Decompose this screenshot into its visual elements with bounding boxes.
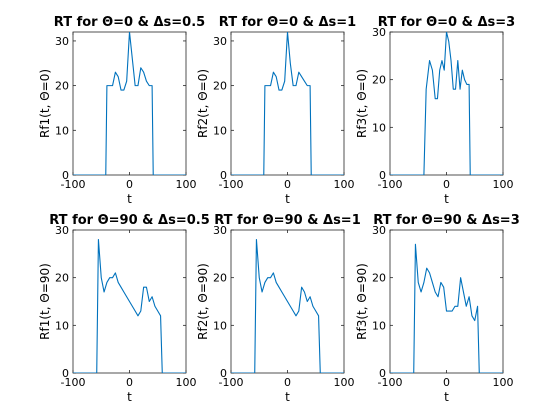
plot-area [72, 31, 187, 176]
y-tick-label: 0 [220, 367, 227, 380]
chart-title: RT for Θ=0 & Δs=0.5 [54, 15, 205, 30]
x-tick-label: 100 [176, 376, 197, 389]
y-tick-label: 20 [213, 272, 227, 285]
x-tick-label: 0 [126, 376, 133, 389]
series-line [73, 32, 186, 175]
x-tick-label: 0 [126, 178, 133, 191]
x-tick-label: -100 [378, 376, 403, 389]
x-axis-label: t [127, 192, 132, 206]
y-tick-label: 20 [372, 272, 386, 285]
x-axis-label: t [285, 390, 290, 404]
y-axis-label: Rf1(t, Θ=0) [38, 69, 52, 138]
y-tick-label: 0 [220, 169, 227, 182]
x-axis-label: t [444, 390, 449, 404]
plot-area [389, 31, 504, 176]
x-tick-label: 0 [443, 178, 450, 191]
series-line [390, 32, 503, 175]
y-tick-label: 10 [372, 121, 386, 134]
subplot-2: RT for Θ=0 & Δs=1-100 0 1000102030tRf2(t, … [196, 15, 356, 206]
series-line [73, 238, 186, 373]
x-tick-label: -100 [219, 178, 244, 191]
x-tick-label: 100 [493, 178, 514, 191]
chart-title: RT for Θ=0 & Δs=3 [378, 15, 515, 30]
y-axis-label: Rf1(t, Θ=90) [38, 263, 52, 340]
y-axis-label: Rf2(t, Θ=0) [196, 69, 210, 138]
chart-title: RT for Θ=0 & Δs=1 [219, 15, 356, 30]
x-tick-label: -100 [61, 178, 86, 191]
y-tick-label: 10 [372, 319, 386, 332]
plot-area [230, 31, 345, 176]
y-tick-label: 0 [379, 367, 386, 380]
x-axis-label: t [444, 192, 449, 206]
plot-area [389, 229, 504, 374]
series-line [231, 32, 344, 175]
y-tick-label: 0 [379, 169, 386, 182]
chart-title: RT for Θ=90 & Δs=1 [214, 213, 361, 228]
x-tick-label: 100 [493, 376, 514, 389]
y-tick-label: 30 [213, 224, 227, 237]
x-tick-label: 100 [176, 178, 197, 191]
subplot-6: RT for Θ=90 & Δs=3-100 0 1000102030tRf3(t,… [355, 213, 520, 404]
y-tick-label: 10 [55, 319, 69, 332]
x-tick-label: 0 [284, 376, 291, 389]
y-tick-label: 10 [55, 124, 69, 137]
series-line [390, 243, 503, 373]
y-tick-label: 20 [55, 272, 69, 285]
x-tick-label: 100 [334, 178, 355, 191]
x-tick-label: -100 [61, 376, 86, 389]
series-line [231, 238, 344, 373]
y-axis-label: Rf2(t, Θ=90) [196, 263, 210, 340]
subplot-5: RT for Θ=90 & Δs=1-100 0 1000102030tRf2(t,… [196, 213, 361, 404]
y-tick-label: 30 [213, 35, 227, 48]
x-tick-label: -100 [219, 376, 244, 389]
x-tick-label: -100 [378, 178, 403, 191]
y-tick-label: 0 [62, 169, 69, 182]
y-axis-label: Rf3(t, Θ=0) [355, 69, 369, 138]
chart-title: RT for Θ=90 & Δs=3 [373, 213, 520, 228]
y-tick-label: 30 [55, 224, 69, 237]
chart-title: RT for Θ=90 & Δs=0.5 [49, 213, 210, 228]
y-tick-label: 20 [372, 74, 386, 87]
y-tick-label: 20 [213, 80, 227, 93]
y-tick-label: 30 [372, 224, 386, 237]
x-tick-label: 0 [284, 178, 291, 191]
x-tick-label: 0 [443, 376, 450, 389]
y-axis-label: Rf3(t, Θ=90) [355, 263, 369, 340]
x-axis-label: t [285, 192, 290, 206]
y-tick-label: 10 [213, 124, 227, 137]
x-tick-label: 100 [334, 376, 355, 389]
y-tick-label: 20 [55, 80, 69, 93]
subplot-3: RT for Θ=0 & Δs=3-100 0 1000102030tRf3(t, … [355, 15, 515, 206]
y-tick-label: 10 [213, 319, 227, 332]
subplot-1: RT for Θ=0 & Δs=0.5-100 0 1000102030tRf1(t… [38, 15, 205, 206]
subplot-4: RT for Θ=90 & Δs=0.5-100 0 1000102030tRf1(… [38, 213, 210, 404]
y-tick-label: 30 [55, 35, 69, 48]
y-tick-label: 0 [62, 367, 69, 380]
y-tick-label: 30 [372, 26, 386, 39]
x-axis-label: t [127, 390, 132, 404]
